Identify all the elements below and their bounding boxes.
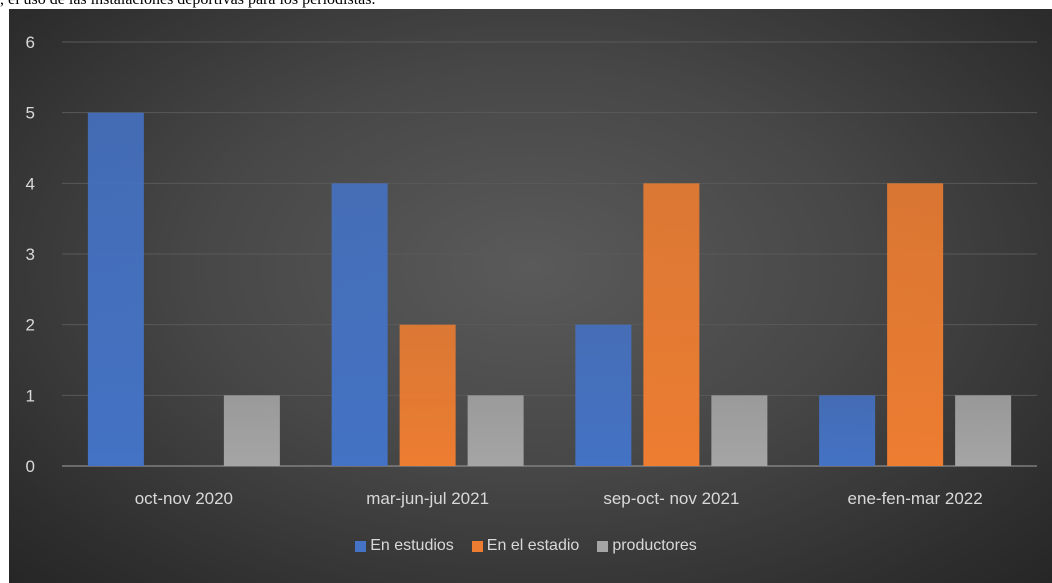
legend-label: En estudios [370, 537, 454, 554]
legend-swatch [471, 540, 483, 552]
x-tick-label: mar-jun-jul 2021 [366, 489, 489, 508]
y-tick-label: 5 [26, 104, 35, 123]
chart-area [9, 9, 1052, 583]
bar [331, 183, 388, 467]
legend-item: productores [597, 537, 697, 555]
bar [575, 324, 632, 466]
y-tick-label: 6 [26, 33, 35, 52]
legend: En estudios En el estadio productores [0, 537, 1052, 555]
y-tick-label: 0 [26, 457, 35, 476]
caption-text: , el uso de las instalaciones deportivas… [0, 0, 1052, 9]
legend-item: En el estadio [471, 537, 580, 555]
bar [467, 395, 524, 466]
bar [955, 395, 1012, 466]
y-tick-label: 1 [26, 386, 35, 405]
legend-item: En estudios [355, 537, 454, 555]
x-tick-label: sep-oct- nov 2021 [603, 489, 739, 508]
y-tick-label: 4 [26, 174, 35, 193]
bar [643, 183, 700, 467]
legend-swatch [597, 540, 609, 552]
legend-label: productores [612, 537, 697, 554]
y-tick-label: 3 [26, 245, 35, 264]
x-axis: oct-nov 2020 mar-jun-jul 2021 sep-oct- nov… [135, 489, 983, 508]
x-tick-label: ene-fen-mar 2022 [848, 489, 983, 508]
bar [223, 395, 280, 466]
legend-swatch [355, 540, 367, 552]
x-tick-label: oct-nov 2020 [135, 489, 233, 508]
y-tick-label: 2 [26, 316, 35, 335]
bar [819, 395, 876, 466]
legend-label: En el estadio [486, 537, 580, 554]
bar [399, 324, 456, 466]
bar [87, 112, 144, 467]
bar [887, 183, 944, 467]
bars [87, 112, 1012, 467]
bar [711, 395, 768, 466]
